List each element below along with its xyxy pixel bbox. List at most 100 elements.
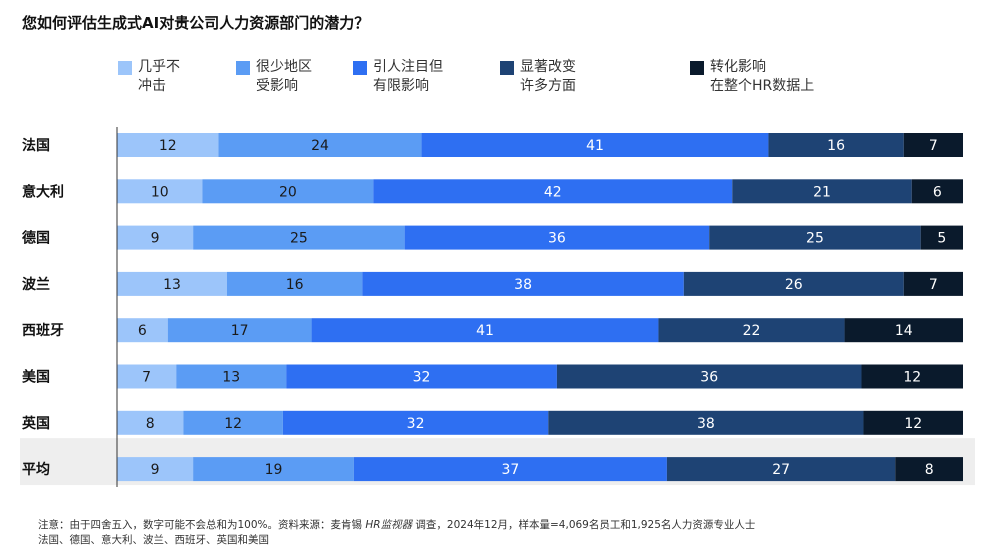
- data-label: 36: [700, 370, 718, 386]
- bar-segment: [226, 271, 363, 296]
- bar-segment: [732, 179, 912, 204]
- data-label: 12: [224, 416, 242, 432]
- data-label: 36: [548, 231, 566, 247]
- data-label: 42: [544, 184, 562, 200]
- data-label: 8: [146, 416, 155, 432]
- legend-label-series-2: 很少地区 受影响: [256, 59, 312, 94]
- category-label: 德国: [22, 230, 50, 247]
- data-label: 38: [514, 277, 532, 293]
- bar-segment: [311, 318, 659, 343]
- bar-segment: [421, 133, 769, 157]
- category-label: 波兰: [22, 276, 50, 293]
- bar-segment: [709, 225, 921, 250]
- bar-segment: [117, 225, 194, 250]
- bar-segment: [176, 364, 287, 389]
- legend-swatch-series-5: [690, 61, 704, 75]
- bar-segment: [548, 410, 864, 435]
- legend-label-series-4: 显著改变 许多方面: [520, 59, 576, 94]
- bar-segment: [286, 364, 557, 389]
- bar-segment: [903, 133, 963, 157]
- data-label: 7: [142, 370, 151, 386]
- bar-segment: [193, 225, 405, 250]
- category-label: 法国: [22, 137, 50, 154]
- legend-swatch-series-1: [118, 61, 132, 75]
- data-label: 32: [407, 416, 425, 432]
- bar-segment: [683, 271, 904, 296]
- bar-segment: [911, 179, 963, 204]
- data-label: 16: [827, 138, 845, 154]
- legend-swatch-series-2: [236, 61, 250, 75]
- data-label: 17: [231, 323, 249, 339]
- footnote-line-2: 法国、德国、意大利、波兰、西班牙、英国和美国: [38, 534, 269, 546]
- bar-segment: [183, 410, 283, 435]
- category-label: 平均: [22, 461, 50, 478]
- data-label: 32: [413, 370, 431, 386]
- data-label: 16: [286, 277, 304, 293]
- data-label: 13: [222, 370, 240, 386]
- data-label: 12: [904, 416, 922, 432]
- data-label: 38: [697, 416, 715, 432]
- category-label: 美国: [22, 369, 50, 386]
- bar-segment: [117, 318, 168, 343]
- bar-segment: [863, 410, 963, 435]
- data-label: 19: [265, 462, 283, 478]
- legend-label-series-3: 引人注目但 有限影响: [373, 59, 443, 94]
- data-label: 7: [929, 138, 938, 154]
- data-label: 25: [806, 231, 824, 247]
- bar-segment: [895, 457, 963, 482]
- bar-segment: [362, 271, 684, 296]
- data-label: 14: [895, 323, 913, 339]
- bar-segment: [202, 179, 374, 204]
- footnote-line-1: 注意：由于四舍五入，数字可能不会总和为100%。资料来源：麦肯锡 HR监视器 调…: [38, 519, 756, 531]
- bar-segment: [844, 318, 963, 343]
- chart-title: 您如何评估生成式AI对贵公司人力资源部门的潜力？: [22, 14, 370, 32]
- bar-segment: [193, 457, 354, 482]
- data-label: 9: [151, 231, 160, 247]
- legend-label-series-1: 几乎不 冲击: [138, 59, 180, 94]
- bar-segment: [861, 364, 963, 389]
- bar-segment: [920, 225, 963, 250]
- data-label: 13: [163, 277, 181, 293]
- bar-segment: [117, 364, 177, 389]
- data-label: 5: [937, 231, 946, 247]
- data-label: 37: [501, 462, 519, 478]
- data-label: 8: [925, 462, 934, 478]
- bar-segment: [768, 133, 904, 157]
- bar-segment: [373, 179, 733, 204]
- data-label: 6: [933, 184, 942, 200]
- data-label: 7: [929, 277, 938, 293]
- bar-segment: [404, 225, 710, 250]
- bar-segment: [658, 318, 845, 343]
- data-label: 41: [586, 138, 604, 154]
- data-label: 12: [903, 370, 921, 386]
- bar-segment: [117, 133, 219, 157]
- bar-segment: [117, 457, 194, 482]
- data-label: 20: [279, 184, 297, 200]
- bar-segment: [353, 457, 667, 482]
- stacked-bar-chart: 法国 12 24 41 16 7 意大利 10 20 42 21 6 德国 9 25 36 25 5 波兰 13 16 3…: [20, 127, 975, 487]
- bar-segment: [666, 457, 896, 482]
- bar-segment: [282, 410, 549, 435]
- bar-segment: [218, 133, 422, 157]
- footnote: 注意：由于四舍五入，数字可能不会总和为100%。资料来源：麦肯锡 HR监视器 调…: [38, 518, 755, 548]
- data-label: 25: [290, 231, 308, 247]
- data-label: 6: [138, 323, 147, 339]
- legend-swatch-series-4: [500, 61, 514, 75]
- category-label: 英国: [21, 415, 50, 432]
- bar-segment: [117, 410, 184, 435]
- data-label: 27: [772, 462, 790, 478]
- data-label: 26: [785, 277, 803, 293]
- bar-segment: [117, 179, 203, 204]
- data-label: 9: [151, 462, 160, 478]
- data-label: 12: [159, 138, 177, 154]
- bar-segment: [556, 364, 862, 389]
- legend-label-series-5: 转化影响 在整个HR数据上: [710, 59, 815, 94]
- category-label: 西班牙: [22, 322, 64, 339]
- data-label: 22: [743, 323, 761, 339]
- data-label: 21: [813, 184, 831, 200]
- data-label: 41: [476, 323, 494, 339]
- data-label: 10: [151, 184, 169, 200]
- category-label: 意大利: [22, 183, 64, 200]
- bar-segment: [903, 271, 963, 296]
- bar-segment: [117, 271, 227, 296]
